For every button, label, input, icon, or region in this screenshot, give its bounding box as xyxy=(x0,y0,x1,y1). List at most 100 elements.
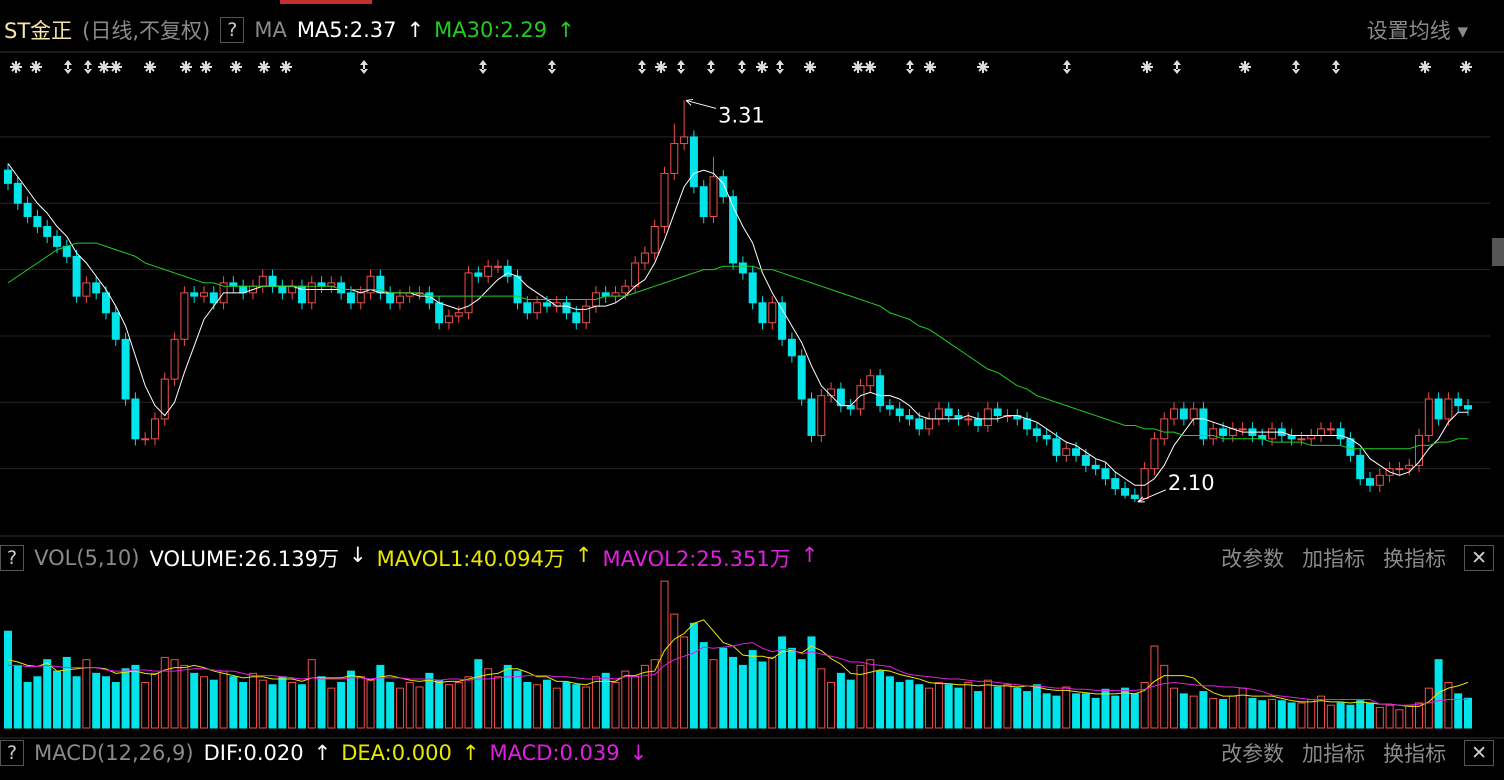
candle-body xyxy=(650,225,659,254)
legend-trend: ↑ xyxy=(574,543,593,567)
candle-body xyxy=(709,176,718,218)
volume-bar xyxy=(856,664,865,729)
candle-body xyxy=(944,408,953,417)
volume-bar xyxy=(327,687,336,729)
volume-bar xyxy=(738,664,747,729)
candle-body xyxy=(1170,408,1179,420)
volume-bar xyxy=(503,664,512,729)
panel-button[interactable]: ✕ xyxy=(1464,545,1494,571)
panel-button[interactable]: 改参数 xyxy=(1221,547,1285,571)
volume-bar xyxy=(493,676,502,729)
volume-bar xyxy=(1160,664,1169,729)
candle-body xyxy=(787,338,796,357)
volume-bar xyxy=(1091,697,1100,729)
annotation: 2.10 xyxy=(1168,471,1215,495)
candle-body xyxy=(111,312,120,340)
volume-bar xyxy=(1042,693,1051,729)
panel-button[interactable]: 加指标 xyxy=(1302,547,1366,571)
panel-button[interactable]: 改参数 xyxy=(1221,742,1285,766)
volume-bar xyxy=(1121,687,1130,729)
volume-bar xyxy=(1434,659,1443,729)
volume-bar xyxy=(866,659,875,729)
volume-bar xyxy=(876,670,885,729)
scrollbar-thumb[interactable] xyxy=(1492,238,1504,266)
volume-bar xyxy=(62,656,71,729)
candle-body xyxy=(484,265,493,277)
volume-bar xyxy=(983,679,992,729)
volume-bar xyxy=(356,676,365,729)
candle-body xyxy=(1042,434,1051,440)
candle-body xyxy=(768,302,777,324)
candle-body xyxy=(993,408,1002,417)
candle-body xyxy=(738,262,747,274)
volume-bar xyxy=(562,681,571,729)
volume-bar xyxy=(758,661,767,729)
volume-bar xyxy=(1130,693,1139,729)
volume-bar xyxy=(1346,704,1355,729)
volume-bar xyxy=(199,676,208,729)
volume-bar xyxy=(601,672,610,729)
volume-bar xyxy=(591,676,600,729)
candle-body xyxy=(699,186,708,218)
candle-body xyxy=(1209,428,1218,440)
candle-body xyxy=(729,196,738,264)
volume-bar xyxy=(974,691,983,729)
help-button[interactable]: ? xyxy=(0,545,25,571)
event-markers xyxy=(9,60,1473,74)
volume-bar xyxy=(464,676,473,729)
candle-body xyxy=(62,245,71,257)
panel-button[interactable]: 换指标 xyxy=(1383,742,1447,766)
volume-bar xyxy=(346,670,355,729)
volume-bar xyxy=(435,679,444,729)
volume-bar xyxy=(925,687,934,729)
volume-bar xyxy=(141,681,150,729)
candle-body xyxy=(817,395,826,436)
candle-body xyxy=(1444,398,1453,420)
volume-bar xyxy=(386,681,395,729)
candle-body xyxy=(425,292,434,304)
volume-bar xyxy=(1366,702,1375,729)
candle-body xyxy=(1336,428,1345,440)
volume-bar xyxy=(1454,693,1463,729)
candle-body xyxy=(964,418,973,421)
volume-bar xyxy=(170,659,179,729)
help-button[interactable]: ? xyxy=(0,740,25,766)
candle-body xyxy=(131,398,140,440)
panel-button[interactable]: ✕ xyxy=(1464,740,1494,766)
volume-bar xyxy=(317,676,326,729)
volume-bar xyxy=(1415,702,1424,729)
candle-body xyxy=(209,292,218,304)
volume-bar xyxy=(131,664,140,729)
volume-bar xyxy=(621,670,630,729)
candle-body xyxy=(444,315,453,324)
volume-bar xyxy=(376,664,385,729)
candle-body xyxy=(974,418,983,427)
legend-trend: ↑ xyxy=(313,741,332,765)
candle-body xyxy=(562,302,571,314)
candle-body xyxy=(386,292,395,304)
settings-button[interactable]: 设置均线 ▾ xyxy=(1366,19,1468,43)
candle-body xyxy=(876,375,885,407)
volume-bar xyxy=(954,687,963,729)
candle-body xyxy=(934,408,943,420)
volume-bar xyxy=(23,681,32,729)
volume-bar xyxy=(1287,702,1296,729)
volume-bar xyxy=(778,636,787,729)
volume-bar xyxy=(52,670,61,729)
help-button[interactable]: ? xyxy=(220,17,245,43)
candle-body xyxy=(170,338,179,380)
legend-entry: VOLUME:26.139万 xyxy=(149,547,339,571)
panel-button[interactable]: 换指标 xyxy=(1383,547,1447,571)
volume-bar xyxy=(670,613,679,729)
candle-body xyxy=(435,302,444,324)
candle-body xyxy=(640,252,649,264)
panel-button[interactable]: 加指标 xyxy=(1302,742,1366,766)
volume-bar xyxy=(82,659,91,729)
candle-body xyxy=(150,418,159,440)
volume-bar xyxy=(219,670,228,729)
volume-bar xyxy=(993,686,1002,729)
volume-bar xyxy=(1268,699,1277,729)
volume-bar xyxy=(4,630,12,729)
legend: DIF:0.020 ↑ DEA:0.000 ↑ MACD:0.039 ↓ xyxy=(204,741,658,765)
volume-bar xyxy=(680,636,689,729)
